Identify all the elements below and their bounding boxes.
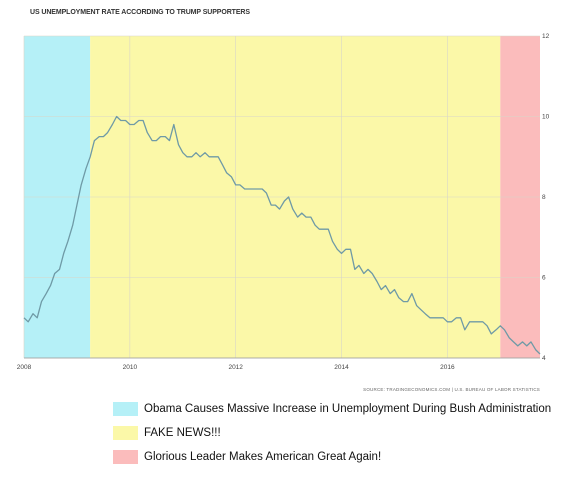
legend-swatch-pink xyxy=(113,450,138,464)
y-tick-label: 10 xyxy=(542,114,550,121)
x-tick-label: 2016 xyxy=(440,364,455,371)
legend-item-trump-era: Glorious Leader Makes American Great Aga… xyxy=(113,449,551,465)
legend-swatch-yellow xyxy=(113,426,138,440)
x-tick-label: 2012 xyxy=(228,364,243,371)
legend-item-bush-era: Obama Causes Massive Increase in Unemplo… xyxy=(113,401,551,417)
y-tick-label: 12 xyxy=(542,33,550,40)
legend: Obama Causes Massive Increase in Unemplo… xyxy=(113,401,551,473)
y-tick-label: 8 xyxy=(542,194,546,201)
series-line-0 xyxy=(23,115,541,355)
legend-label: Obama Causes Massive Increase in Unemplo… xyxy=(144,403,552,415)
legend-label: Glorious Leader Makes American Great Aga… xyxy=(144,451,382,463)
legend-item-obama-era: FAKE NEWS!!! xyxy=(113,425,551,441)
y-tick-label: 4 xyxy=(542,355,546,362)
source-note: SOURCE: TRADINGECONOMICS.COM | U.S. BURE… xyxy=(363,387,540,392)
y-tick-label: 6 xyxy=(542,275,546,282)
chart-title: US UNEMPLOYMENT RATE ACCORDING TO TRUMP … xyxy=(30,9,250,16)
legend-label: FAKE NEWS!!! xyxy=(144,427,221,439)
x-tick-label: 2010 xyxy=(123,364,138,371)
x-tick-label: 2014 xyxy=(334,364,349,371)
x-tick-label: 2008 xyxy=(17,364,32,371)
legend-swatch-cyan xyxy=(113,402,138,416)
